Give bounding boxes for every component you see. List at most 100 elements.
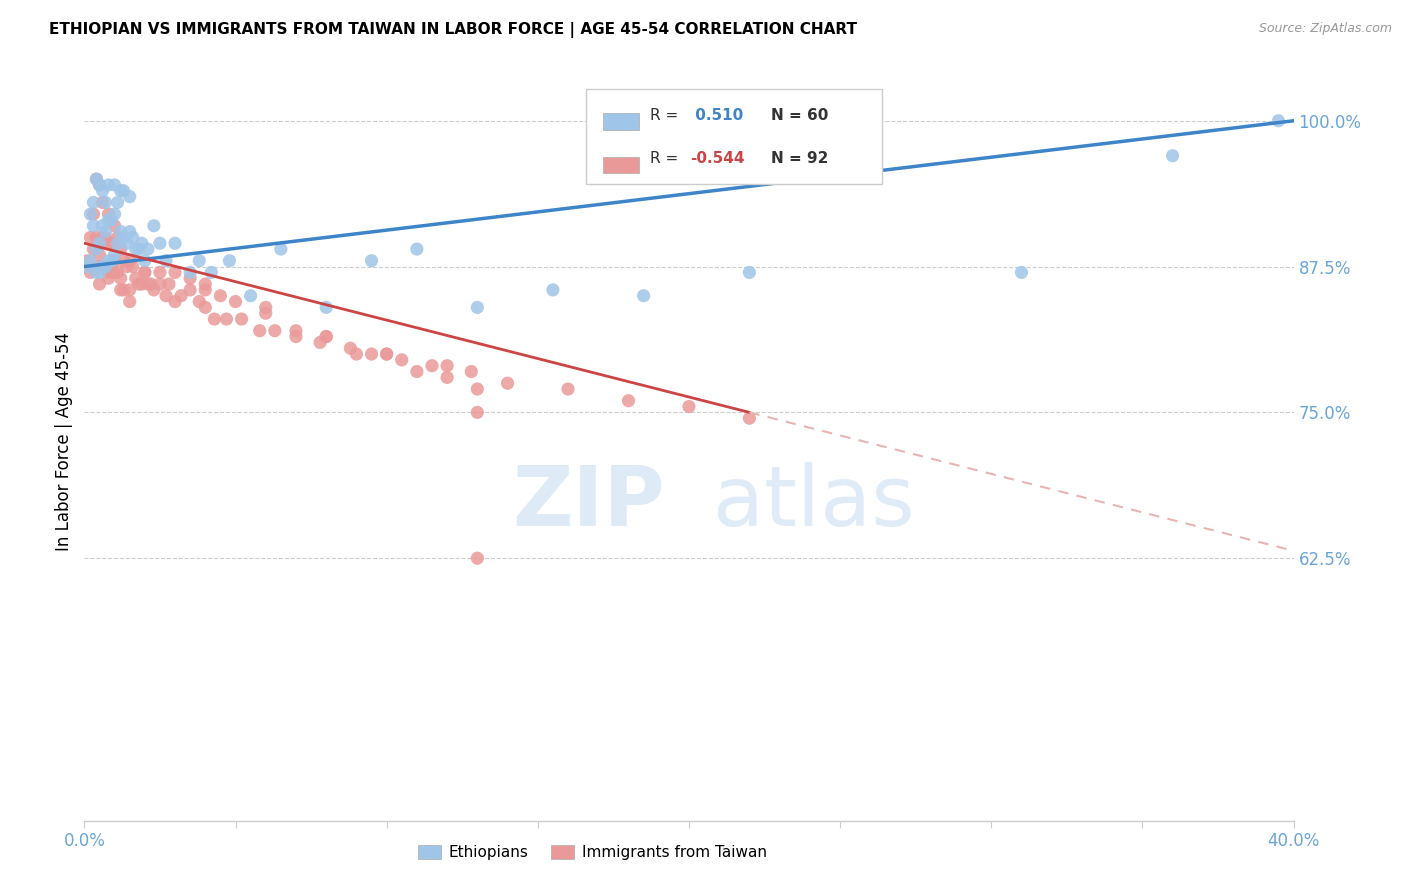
Point [104,265,127,279]
Point [86,172,108,186]
Point [110,184,132,198]
Point [460,365,482,379]
Point [86,242,108,256]
Point [738,265,761,279]
Point [142,283,165,297]
Point [91,230,114,244]
Point [165,294,187,309]
Point [633,289,655,303]
Text: ETHIOPIAN VS IMMIGRANTS FROM TAIWAN IN LABOR FORCE | AGE 45-54 CORRELATION CHART: ETHIOPIAN VS IMMIGRANTS FROM TAIWAN IN L… [49,22,858,38]
Point [89,178,111,192]
Point [285,329,308,343]
Point [79,230,101,244]
Point [541,283,564,297]
Point [200,265,222,279]
Point [285,324,308,338]
Point [104,207,127,221]
Point [315,329,337,343]
Point [218,253,240,268]
Point [188,253,211,268]
Text: R =: R = [650,108,683,122]
Point [131,236,153,251]
Point [375,347,398,361]
Point [360,347,382,361]
Point [89,236,111,251]
Point [360,253,382,268]
Point [94,195,117,210]
Point [155,253,177,268]
Point [97,213,120,227]
Point [678,400,700,414]
Text: N = 60: N = 60 [770,108,828,122]
Point [110,225,132,239]
Point [194,301,217,315]
Point [134,253,156,268]
Point [86,230,108,244]
Point [139,277,162,291]
Point [100,213,122,227]
Point [165,236,187,251]
Point [91,195,114,210]
Point [131,277,153,291]
Point [82,207,104,221]
Point [118,225,141,239]
Point [110,283,132,297]
Point [215,312,238,326]
Point [209,289,232,303]
Point [115,236,138,251]
Point [107,195,129,210]
Point [375,347,398,361]
Point [91,260,114,274]
Point [86,260,108,274]
Point [82,195,104,210]
Point [149,265,172,279]
Point [76,253,98,268]
Point [136,242,159,256]
Point [149,236,172,251]
Point [1011,265,1033,279]
Point [94,225,117,239]
Point [179,265,201,279]
Point [231,312,253,326]
Point [86,265,108,279]
Point [104,253,127,268]
Point [97,271,120,285]
Point [249,324,271,338]
Point [617,393,640,408]
Point [86,172,108,186]
Legend: Ethiopians, Immigrants from Taiwan: Ethiopians, Immigrants from Taiwan [412,838,773,866]
Point [339,341,361,355]
Point [467,551,489,566]
Point [104,219,127,233]
Point [157,277,180,291]
Point [270,242,292,256]
Point [436,359,458,373]
Point [309,335,332,350]
Point [406,365,429,379]
Point [128,277,150,291]
Point [406,242,429,256]
Point [263,324,285,338]
Point [391,352,413,367]
Point [97,236,120,251]
Point [118,253,141,268]
Point [121,230,143,244]
Point [136,277,159,291]
Point [315,301,337,315]
Point [89,277,111,291]
Point [107,236,129,251]
Point [254,306,277,320]
Point [467,405,489,419]
Point [179,283,201,297]
Text: ZIP: ZIP [512,462,665,542]
Point [94,260,117,274]
Point [112,230,135,244]
Point [467,301,489,315]
Point [118,294,141,309]
Point [142,219,165,233]
Point [89,236,111,251]
Point [134,265,156,279]
Point [97,207,120,221]
Point [104,178,127,192]
Point [94,260,117,274]
